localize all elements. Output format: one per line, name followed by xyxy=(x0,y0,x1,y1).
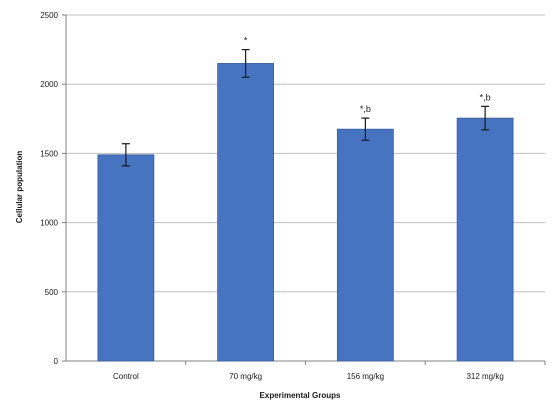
x-tick-label: 312 mg/kg xyxy=(466,372,503,381)
y-tick-label: 0 xyxy=(54,357,59,366)
y-axis-title: Cellular population xyxy=(15,151,24,224)
y-tick-label: 1000 xyxy=(40,219,58,228)
bar xyxy=(97,154,155,362)
error-bars xyxy=(121,48,490,167)
significance-label: *,b xyxy=(360,104,371,114)
y-tick-label: 2000 xyxy=(40,80,58,89)
y-tick-label: 2500 xyxy=(40,11,58,20)
bar xyxy=(336,128,394,362)
significance-label: *,b xyxy=(480,92,491,102)
x-axis-title: Experimental Groups xyxy=(260,391,341,400)
x-tick-label: 156 mg/kg xyxy=(347,372,384,381)
y-tick-label: 1500 xyxy=(40,149,58,158)
y-tick-label: 500 xyxy=(45,288,59,297)
x-tick-label: Control xyxy=(113,372,139,381)
bars xyxy=(97,63,514,362)
x-tick-label: 70 mg/kg xyxy=(229,372,262,381)
labels: 0 500 1000 1500 2000 2500 Control * 70 mg/kg *,b 1… xyxy=(40,11,504,381)
bar xyxy=(217,63,275,362)
significance-label: * xyxy=(244,36,248,46)
bar xyxy=(456,117,514,362)
